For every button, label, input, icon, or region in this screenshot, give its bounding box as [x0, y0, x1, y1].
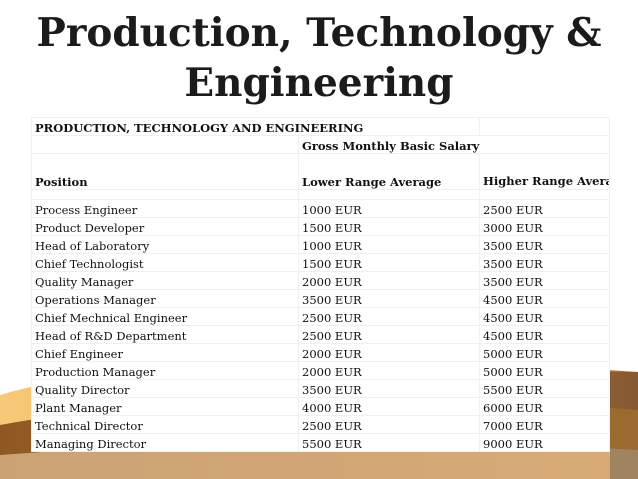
empty-cell — [297, 189, 481, 200]
empty-cell — [479, 117, 611, 136]
column-header-lower-range: Lower Range Average — [297, 153, 481, 190]
cell-position: Quality Manager — [31, 271, 299, 290]
cell-position: Technical Director — [31, 415, 299, 434]
cell-position: Managing Director — [31, 433, 299, 452]
cell-higher-range: 4500 EUR — [479, 289, 611, 308]
empty-cell — [31, 135, 299, 154]
table-row: Production Manager 2000 EUR 5000 EUR — [31, 361, 611, 380]
column-header-higher-range: Higher Range Average — [479, 153, 611, 190]
cell-position: Quality Director — [31, 379, 299, 398]
cell-lower-range: 2500 EUR — [297, 325, 481, 344]
salary-table: PRODUCTION, TECHNOLOGY AND ENGINEERING G… — [30, 117, 611, 452]
table-row: Quality Director 3500 EUR 5500 EUR — [31, 379, 611, 398]
cell-higher-range: 3500 EUR — [479, 253, 611, 272]
table-section-row: PRODUCTION, TECHNOLOGY AND ENGINEERING — [30, 117, 611, 136]
cell-position: Head of R&D Department — [31, 325, 299, 344]
cell-position: Process Engineer — [31, 199, 299, 218]
cell-position: Operations Manager — [31, 289, 299, 308]
table-row: Plant Manager 4000 EUR 6000 EUR — [31, 397, 611, 416]
table-row: Process Engineer 1000 EUR 2500 EUR — [31, 199, 611, 218]
table-group-header: Gross Monthly Basic Salary — [297, 135, 611, 154]
cell-higher-range: 4500 EUR — [479, 325, 611, 344]
empty-cell — [31, 189, 299, 200]
cell-lower-range: 1500 EUR — [297, 253, 481, 272]
cell-position: Chief Technologist — [31, 253, 299, 272]
cell-lower-range: 2000 EUR — [297, 271, 481, 290]
cell-position: Plant Manager — [31, 397, 299, 416]
cell-higher-range: 3500 EUR — [479, 235, 611, 254]
cell-higher-range: 4500 EUR — [479, 307, 611, 326]
slide-title: Production, Technology & Engineering — [0, 8, 638, 108]
slide-title-line-2: Engineering — [184, 60, 454, 106]
cell-lower-range: 3500 EUR — [297, 289, 481, 308]
table-row: Head of Laboratory 1000 EUR 3500 EUR — [31, 235, 611, 254]
table-row: Operations Manager 3500 EUR 4500 EUR — [31, 289, 611, 308]
empty-cell — [479, 189, 611, 200]
cell-lower-range: 1000 EUR — [297, 199, 481, 218]
cell-higher-range: 3500 EUR — [479, 271, 611, 290]
table-header-row: Position Lower Range Average Higher Rang… — [31, 153, 611, 190]
cell-higher-range: 6000 EUR — [479, 397, 611, 416]
table-row: Chief Engineer 2000 EUR 5000 EUR — [31, 343, 611, 362]
table-row: Chief Technologist 1500 EUR 3500 EUR — [31, 253, 611, 272]
table-row: Head of R&D Department 2500 EUR 4500 EUR — [31, 325, 611, 344]
cell-lower-range: 3500 EUR — [297, 379, 481, 398]
cell-position: Head of Laboratory — [31, 235, 299, 254]
column-header-position: Position — [31, 153, 299, 190]
cell-lower-range: 2000 EUR — [297, 361, 481, 380]
cell-lower-range: 1000 EUR — [297, 235, 481, 254]
cell-higher-range: 5500 EUR — [479, 379, 611, 398]
cell-lower-range: 2500 EUR — [297, 307, 481, 326]
table-row: Technical Director 2500 EUR 7000 EUR — [31, 415, 611, 434]
cell-higher-range: 5000 EUR — [479, 343, 611, 362]
table-row: Product Developer 1500 EUR 3000 EUR — [31, 217, 611, 236]
cell-lower-range: 2000 EUR — [297, 343, 481, 362]
cell-higher-range: 7000 EUR — [479, 415, 611, 434]
cell-position: Chief Mechnical Engineer — [31, 307, 299, 326]
cell-lower-range: 1500 EUR — [297, 217, 481, 236]
cell-lower-range: 5500 EUR — [297, 433, 481, 452]
table-group-row: Gross Monthly Basic Salary — [31, 135, 611, 154]
cell-position: Product Developer — [31, 217, 299, 236]
cell-lower-range: 2500 EUR — [297, 415, 481, 434]
cell-higher-range: 3000 EUR — [479, 217, 611, 236]
cell-position: Production Manager — [31, 361, 299, 380]
cell-higher-range: 2500 EUR — [479, 199, 611, 218]
cell-position: Chief Engineer — [31, 343, 299, 362]
table-row: Managing Director 5500 EUR 9000 EUR — [31, 433, 611, 452]
cell-higher-range: 5000 EUR — [479, 361, 611, 380]
table-row: Chief Mechnical Engineer 2500 EUR 4500 EUR — [31, 307, 611, 326]
table-spacer-row — [31, 189, 611, 200]
slide-title-line-1: Production, Technology & — [36, 10, 602, 56]
cell-lower-range: 4000 EUR — [297, 397, 481, 416]
table-row: Quality Manager 2000 EUR 3500 EUR — [31, 271, 611, 290]
cell-higher-range: 9000 EUR — [479, 433, 611, 452]
table-section-title: PRODUCTION, TECHNOLOGY AND ENGINEERING — [30, 117, 481, 136]
